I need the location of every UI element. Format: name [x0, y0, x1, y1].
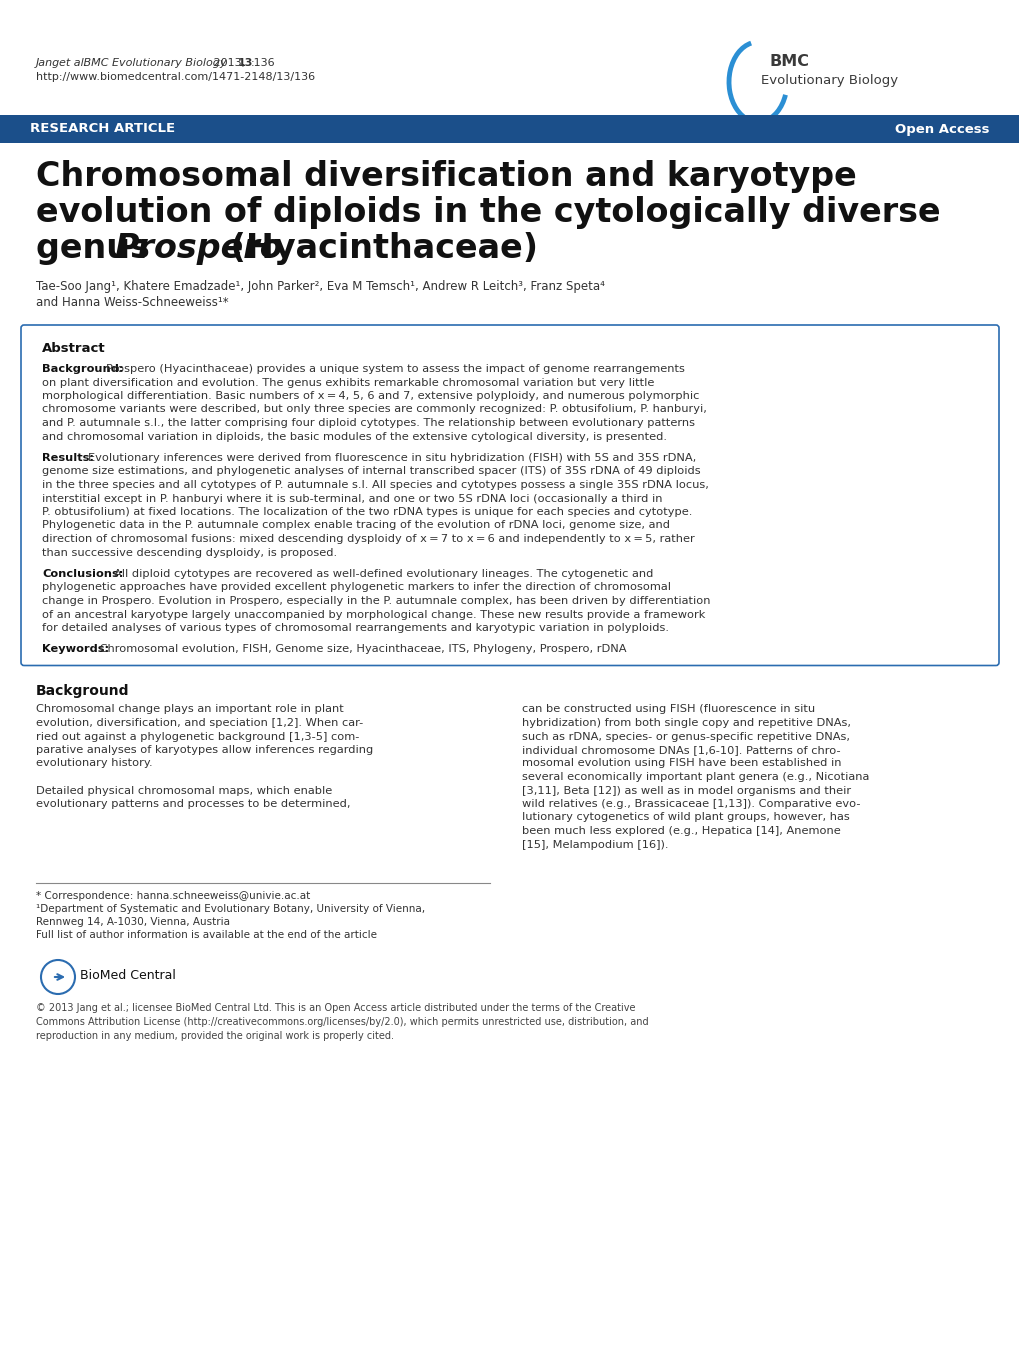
Text: of an ancestral karyotype largely unaccompanied by morphological change. These n: of an ancestral karyotype largely unacco… — [42, 609, 705, 620]
Text: (Hyacinthaceae): (Hyacinthaceae) — [219, 232, 537, 265]
FancyBboxPatch shape — [21, 325, 998, 666]
Text: [15], Melampodium [16]).: [15], Melampodium [16]). — [522, 840, 667, 849]
Text: Results:: Results: — [42, 453, 94, 463]
Text: evolution, diversification, and speciation [1,2]. When car-: evolution, diversification, and speciati… — [36, 718, 363, 728]
Text: http://www.biomedcentral.com/1471-2148/13/136: http://www.biomedcentral.com/1471-2148/1… — [36, 72, 315, 82]
Text: Chromosomal diversification and karyotype: Chromosomal diversification and karyotyp… — [36, 160, 856, 193]
Text: morphological differentiation. Basic numbers of x = 4, 5, 6 and 7, extensive pol: morphological differentiation. Basic num… — [42, 391, 699, 401]
Text: All diploid cytotypes are recovered as well-defined evolutionary lineages. The c: All diploid cytotypes are recovered as w… — [114, 569, 653, 579]
Text: Rennweg 14, A-1030, Vienna, Austria: Rennweg 14, A-1030, Vienna, Austria — [36, 917, 229, 927]
Text: change in Prospero. Evolution in Prospero, especially in the P. autumnale comple: change in Prospero. Evolution in Prosper… — [42, 597, 710, 606]
Text: chromosome variants were described, but only three species are commonly recogniz: chromosome variants were described, but … — [42, 405, 706, 414]
Text: Tae-Soo Jang¹, Khatere Emadzade¹, John Parker², Eva M Temsch¹, Andrew R Leitch³,: Tae-Soo Jang¹, Khatere Emadzade¹, John P… — [36, 280, 604, 294]
Text: can be constructed using FISH (fluorescence in situ: can be constructed using FISH (fluoresce… — [522, 704, 814, 715]
Bar — [0, 116, 1019, 143]
Text: direction of chromosomal fusions: mixed descending dysploidy of x = 7 to x = 6 a: direction of chromosomal fusions: mixed … — [42, 534, 694, 544]
Text: Background: Background — [36, 685, 129, 699]
Text: and P. autumnale s.l., the latter comprising four diploid cytotypes. The relatio: and P. autumnale s.l., the latter compri… — [42, 419, 694, 428]
Text: [3,11], Beta [12]) as well as in model organisms and their: [3,11], Beta [12]) as well as in model o… — [522, 786, 850, 795]
Text: ¹Department of Systematic and Evolutionary Botany, University of Vienna,: ¹Department of Systematic and Evolutiona… — [36, 904, 425, 915]
Text: BMC: BMC — [769, 54, 809, 69]
Text: * Correspondence: hanna.schneeweiss@univie.ac.at: * Correspondence: hanna.schneeweiss@univ… — [36, 892, 310, 901]
Text: RESEARCH ARTICLE: RESEARCH ARTICLE — [30, 122, 175, 136]
Text: Keywords:: Keywords: — [42, 644, 109, 655]
Circle shape — [41, 959, 75, 993]
Text: ried out against a phylogenetic background [1,3-5] com-: ried out against a phylogenetic backgrou… — [36, 731, 359, 742]
Text: in the three species and all cytotypes of P. autumnale s.l. All species and cyto: in the three species and all cytotypes o… — [42, 480, 708, 491]
Text: mosomal evolution using FISH have been established in: mosomal evolution using FISH have been e… — [522, 758, 841, 768]
Text: Jang: Jang — [36, 58, 63, 68]
Text: Abstract: Abstract — [42, 342, 106, 355]
Text: than successive descending dysploidy, is proposed.: than successive descending dysploidy, is… — [42, 548, 337, 557]
Text: evolutionary patterns and processes to be determined,: evolutionary patterns and processes to b… — [36, 799, 351, 809]
Text: Prospero: Prospero — [114, 232, 282, 265]
Text: parative analyses of karyotypes allow inferences regarding: parative analyses of karyotypes allow in… — [36, 745, 373, 756]
Text: several economically important plant genera (e.g., Nicotiana: several economically important plant gen… — [522, 772, 868, 781]
Text: Background:: Background: — [42, 364, 123, 374]
Text: interstitial except in P. hanburyi where it is sub-terminal, and one or two 5S r: interstitial except in P. hanburyi where… — [42, 493, 662, 503]
Text: 13: 13 — [237, 58, 253, 68]
Text: Detailed physical chromosomal maps, which enable: Detailed physical chromosomal maps, whic… — [36, 786, 332, 795]
Text: genome size estimations, and phylogenetic analyses of internal transcribed space: genome size estimations, and phylogeneti… — [42, 466, 700, 477]
Text: evolution of diploids in the cytologically diverse: evolution of diploids in the cytological… — [36, 196, 940, 230]
Text: Conclusions:: Conclusions: — [42, 569, 123, 579]
Text: et al.: et al. — [59, 58, 88, 68]
Text: P. obtusifolium) at fixed locations. The localization of the two rDNA types is u: P. obtusifolium) at fixed locations. The… — [42, 507, 692, 516]
Text: such as rDNA, species- or genus-specific repetitive DNAs,: such as rDNA, species- or genus-specific… — [522, 731, 849, 742]
Text: 2013,: 2013, — [210, 58, 249, 68]
Text: © 2013 Jang et al.; licensee BioMed Central Ltd. This is an Open Access article : © 2013 Jang et al.; licensee BioMed Cent… — [36, 1003, 648, 1041]
Text: genus: genus — [36, 232, 161, 265]
Text: Chromosomal evolution, FISH, Genome size, Hyacinthaceae, ITS, Phylogeny, Prosper: Chromosomal evolution, FISH, Genome size… — [96, 644, 626, 655]
Text: and chromosomal variation in diploids, the basic modules of the extensive cytolo: and chromosomal variation in diploids, t… — [42, 432, 666, 442]
Text: on plant diversification and evolution. The genus exhibits remarkable chromosoma: on plant diversification and evolution. … — [42, 378, 654, 387]
Text: evolutionary history.: evolutionary history. — [36, 758, 153, 768]
Text: BioMed Central: BioMed Central — [79, 969, 175, 983]
Text: Full list of author information is available at the end of the article: Full list of author information is avail… — [36, 930, 377, 940]
Text: been much less explored (e.g., Hepatica [14], Anemone: been much less explored (e.g., Hepatica … — [522, 826, 840, 836]
Text: Evolutionary inferences were derived from fluorescence in situ hybridization (FI: Evolutionary inferences were derived fro… — [88, 453, 696, 463]
Text: BMC Evolutionary Biology: BMC Evolutionary Biology — [79, 58, 226, 68]
Text: Prospero (Hyacinthaceae) provides a unique system to assess the impact of genome: Prospero (Hyacinthaceae) provides a uniq… — [106, 364, 684, 374]
Text: Chromosomal change plays an important role in plant: Chromosomal change plays an important ro… — [36, 704, 343, 715]
Text: and Hanna Weiss-Schneeweiss¹*: and Hanna Weiss-Schneeweiss¹* — [36, 296, 228, 308]
Text: Open Access: Open Access — [895, 122, 989, 136]
Text: individual chromosome DNAs [1,6-10]. Patterns of chro-: individual chromosome DNAs [1,6-10]. Pat… — [522, 745, 840, 756]
Text: hybridization) from both single copy and repetitive DNAs,: hybridization) from both single copy and… — [522, 718, 850, 728]
Text: lutionary cytogenetics of wild plant groups, however, has: lutionary cytogenetics of wild plant gro… — [522, 813, 849, 822]
Text: :136: :136 — [251, 58, 275, 68]
Text: Evolutionary Biology: Evolutionary Biology — [760, 73, 898, 87]
Text: phylogenetic approaches have provided excellent phylogenetic markers to infer th: phylogenetic approaches have provided ex… — [42, 583, 671, 593]
Text: Phylogenetic data in the P. autumnale complex enable tracing of the evolution of: Phylogenetic data in the P. autumnale co… — [42, 520, 669, 530]
Text: for detailed analyses of various types of chromosomal rearrangements and karyoty: for detailed analyses of various types o… — [42, 622, 668, 633]
Text: wild relatives (e.g., Brassicaceae [1,13]). Comparative evo-: wild relatives (e.g., Brassicaceae [1,13… — [522, 799, 860, 809]
